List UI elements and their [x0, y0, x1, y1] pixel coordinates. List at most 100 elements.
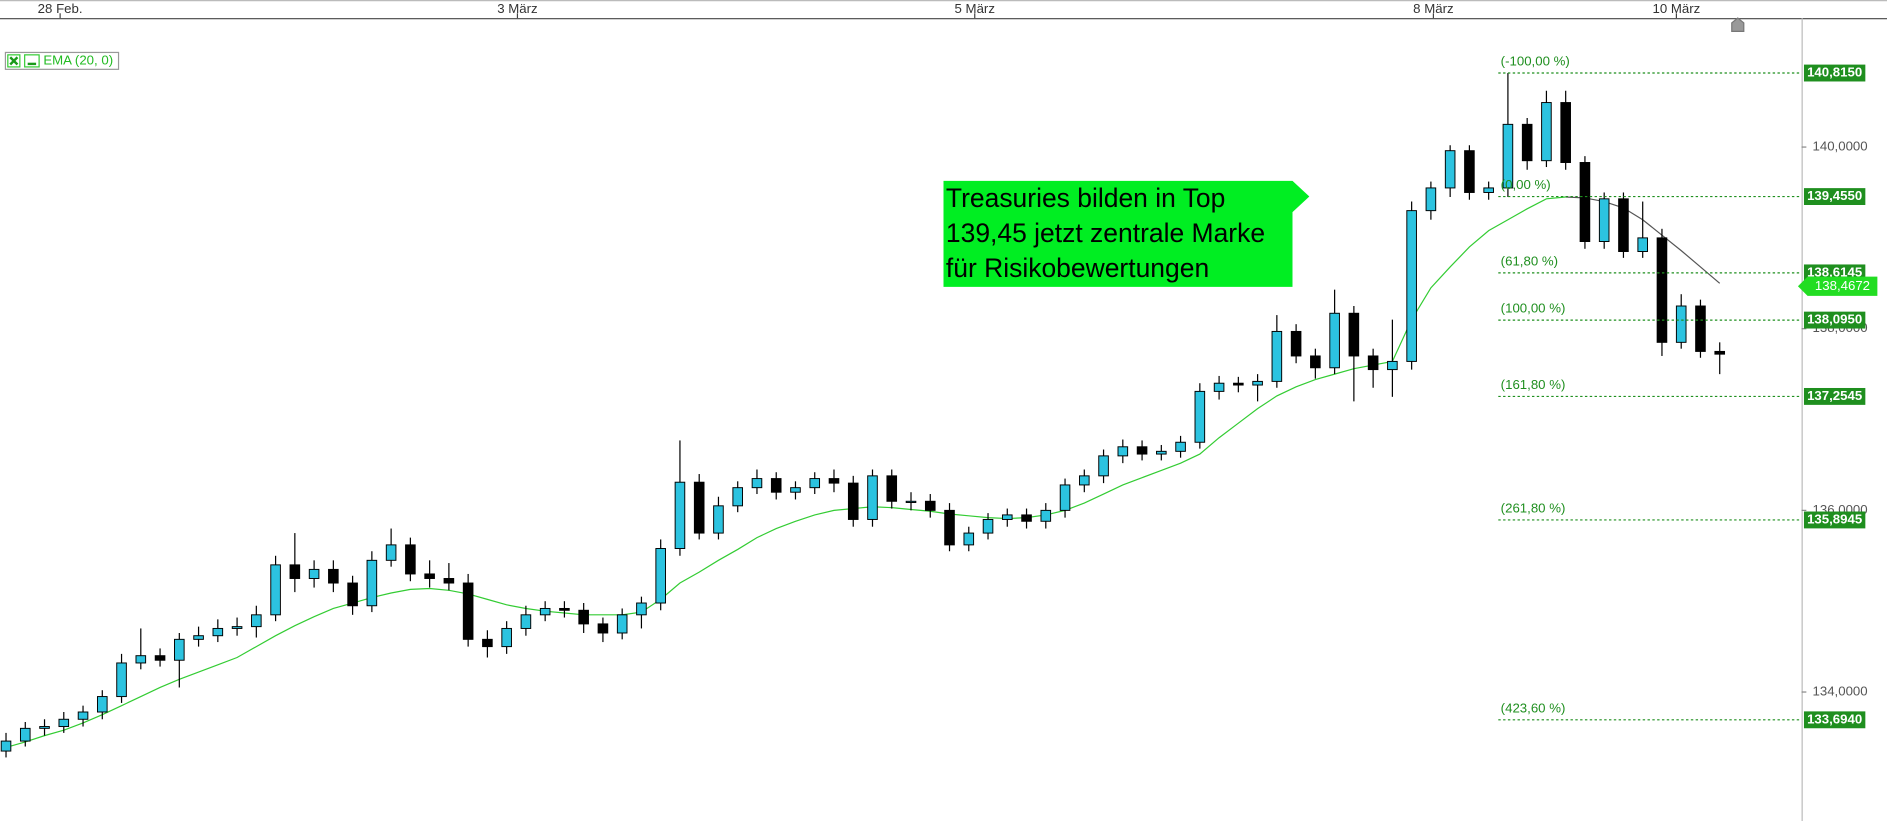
x-tick-label: 28 Feb.	[38, 1, 83, 16]
candle-body	[96, 696, 108, 713]
candle-body	[1175, 441, 1186, 452]
candle-body	[135, 655, 147, 664]
fib-price-label: 137,2545	[1807, 388, 1862, 403]
candle-body	[308, 568, 320, 579]
candle-body	[732, 487, 744, 507]
candle-body	[1156, 450, 1167, 455]
candle-body	[905, 500, 917, 503]
candle-body	[1695, 305, 1706, 352]
fib-level-label: (423,60 %)	[1501, 700, 1566, 715]
fib-level-label: (261,80 %)	[1501, 501, 1566, 516]
candle-body	[1483, 187, 1494, 193]
candle-body	[867, 475, 878, 520]
last-price-label: 138,4672	[1815, 278, 1870, 293]
fib-level-label: (161,80 %)	[1501, 377, 1566, 392]
y-tick-label: 140,0000	[1812, 139, 1867, 154]
candle-body	[655, 548, 666, 604]
candle-body	[1521, 123, 1533, 162]
candle-body	[1233, 382, 1244, 386]
candle-body	[1637, 237, 1648, 252]
candle-body	[1367, 355, 1379, 371]
candle-body	[847, 482, 859, 520]
last-price-marker	[1797, 276, 1878, 296]
candle-body	[231, 626, 243, 629]
fib-price-box	[1803, 188, 1866, 205]
x-tick-label: 5 März	[955, 1, 995, 16]
fib-level-label: (61,80 %)	[1501, 254, 1558, 269]
annotation-text: Treasuries bilden in Top	[946, 183, 1225, 213]
candle-body	[289, 564, 301, 579]
candle-body	[1136, 446, 1148, 455]
candle-body	[77, 711, 89, 720]
candle-body	[1406, 210, 1417, 362]
ema-line	[5, 196, 1566, 749]
legend: EMA (20, 0)	[4, 51, 120, 70]
fib-price-box	[1803, 311, 1866, 329]
candle-body	[713, 505, 724, 534]
fib-price-box	[1803, 387, 1866, 405]
candle-body	[616, 614, 628, 634]
candle-body	[58, 718, 70, 728]
candle-body	[1252, 380, 1263, 386]
candle-body	[1117, 446, 1129, 457]
x-tick-label: 3 März	[497, 1, 537, 16]
candle-body	[19, 727, 31, 742]
candle-body	[0, 740, 12, 752]
fib-level-label: (100,00 %)	[1501, 301, 1566, 316]
candle-body	[1021, 514, 1032, 522]
candle-body	[1598, 198, 1610, 243]
candle-body	[174, 638, 185, 661]
candle-body	[116, 662, 127, 698]
candle-body	[963, 532, 975, 546]
annotation-box	[943, 180, 1310, 287]
fib-price-label: 139,4550	[1807, 188, 1862, 203]
x-tick-label: 10 März	[1653, 1, 1701, 16]
candle-body	[982, 518, 994, 534]
candle-body	[405, 544, 416, 575]
candle-body	[597, 623, 609, 634]
candle-body	[347, 582, 358, 607]
candle-body	[578, 609, 589, 625]
candle-body	[270, 564, 281, 616]
fib-price-label: 133,6940	[1807, 711, 1862, 726]
candle-body	[790, 487, 801, 493]
candle-body	[501, 627, 512, 648]
fib-level-label: (-100,00 %)	[1501, 54, 1570, 69]
candle-body	[770, 478, 782, 493]
candle-body	[193, 635, 204, 640]
candle-body	[1040, 509, 1052, 522]
candle-body	[674, 481, 686, 549]
x-tick-label: 8 März	[1413, 1, 1453, 16]
candle-body	[328, 568, 339, 584]
candle-body	[809, 478, 821, 489]
y-tick-label: 134,0000	[1812, 684, 1867, 699]
candle-body	[1213, 382, 1225, 392]
fib-price-box	[1803, 711, 1866, 729]
candle-body	[424, 573, 435, 579]
home-icon[interactable]	[1731, 17, 1745, 32]
candle-body	[1579, 162, 1591, 243]
candle-body	[1059, 484, 1071, 511]
fib-price-label: 138,6145	[1807, 264, 1862, 279]
candle-body	[385, 544, 397, 561]
fib-price-label: 135,8945	[1807, 511, 1862, 526]
candle-body	[1714, 350, 1726, 355]
candle-body	[751, 478, 763, 489]
candle-body	[1425, 187, 1437, 212]
candle-body	[1079, 475, 1090, 486]
candle-body	[1541, 102, 1552, 162]
candle-body	[539, 607, 551, 616]
fib-price-box	[1803, 511, 1866, 529]
fib-price-box	[1803, 64, 1866, 82]
candle-body	[212, 627, 224, 637]
candle-body	[886, 475, 898, 502]
candle-body	[1348, 312, 1360, 357]
candle-body	[1329, 312, 1340, 369]
annotation-text: 139,45 jetzt zentrale Marke	[946, 218, 1265, 248]
candle-body	[482, 638, 493, 648]
fib-level-label: (0,00 %)	[1501, 177, 1551, 192]
annotation-text: für Risikobewertungen	[946, 253, 1209, 283]
candle-body	[39, 726, 50, 729]
candle-body	[154, 655, 166, 661]
candle-body	[559, 607, 570, 611]
